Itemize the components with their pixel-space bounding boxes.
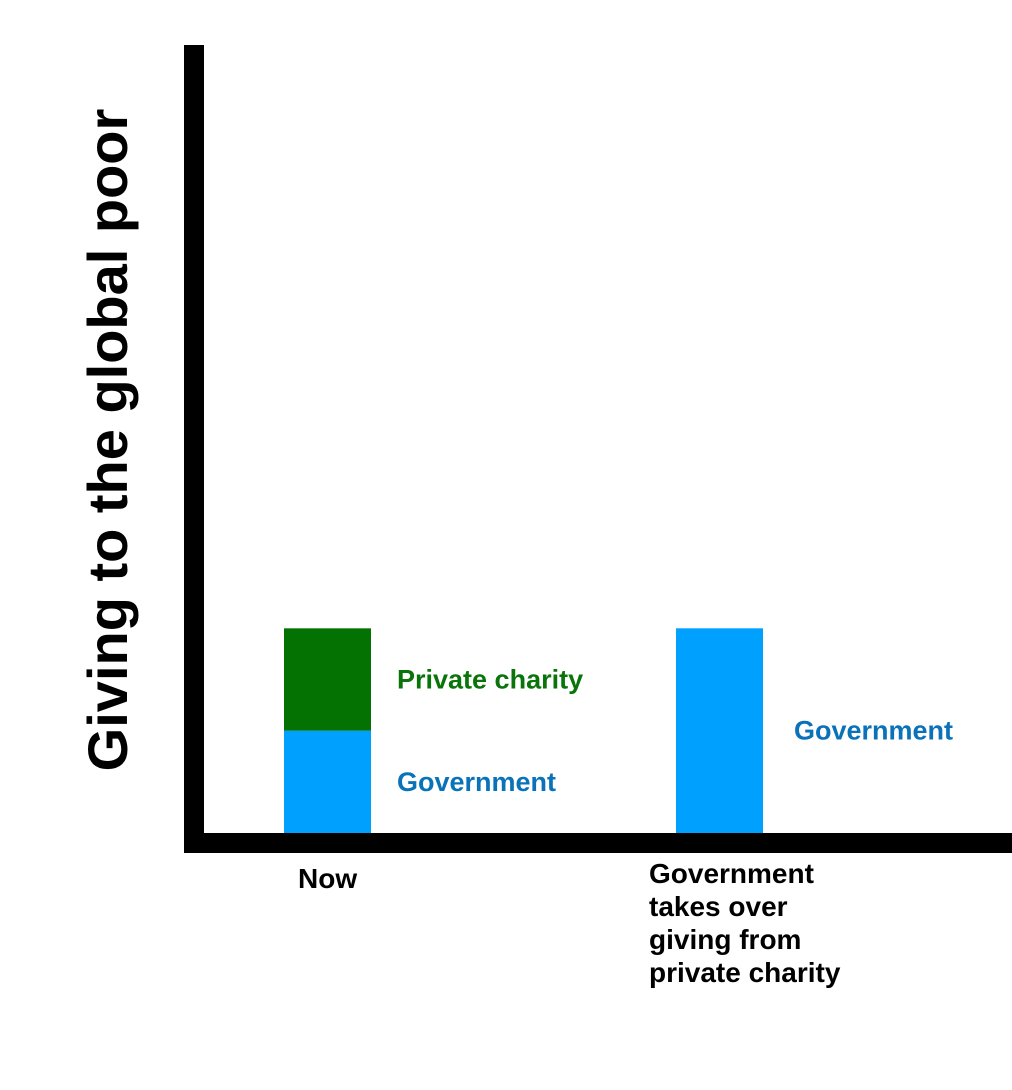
x-tick-label-line: Government	[649, 858, 814, 889]
x-tick-label-line: Now	[298, 863, 358, 894]
segment-label-government: Government	[397, 767, 556, 797]
segment-label-private-charity: Private charity	[397, 664, 583, 694]
x-tick-label-line: takes over	[649, 891, 788, 922]
x-tick-label-line: private charity	[649, 957, 841, 988]
bars	[284, 628, 763, 833]
bar-now-government	[284, 730, 371, 833]
x-tick-label-2: Government takes over giving from private c…	[649, 857, 840, 989]
x-tick-label-1: Now	[298, 862, 357, 895]
y-axis-label: Giving to the global poor	[76, 109, 139, 772]
segment-label-government: Government	[794, 716, 953, 746]
bar-government-takes-ove-government	[676, 628, 763, 833]
bar-now-private-charity	[284, 628, 371, 731]
x-tick-label-line: giving from	[649, 924, 802, 955]
segment-labels: Government Private charity Government	[397, 664, 953, 796]
